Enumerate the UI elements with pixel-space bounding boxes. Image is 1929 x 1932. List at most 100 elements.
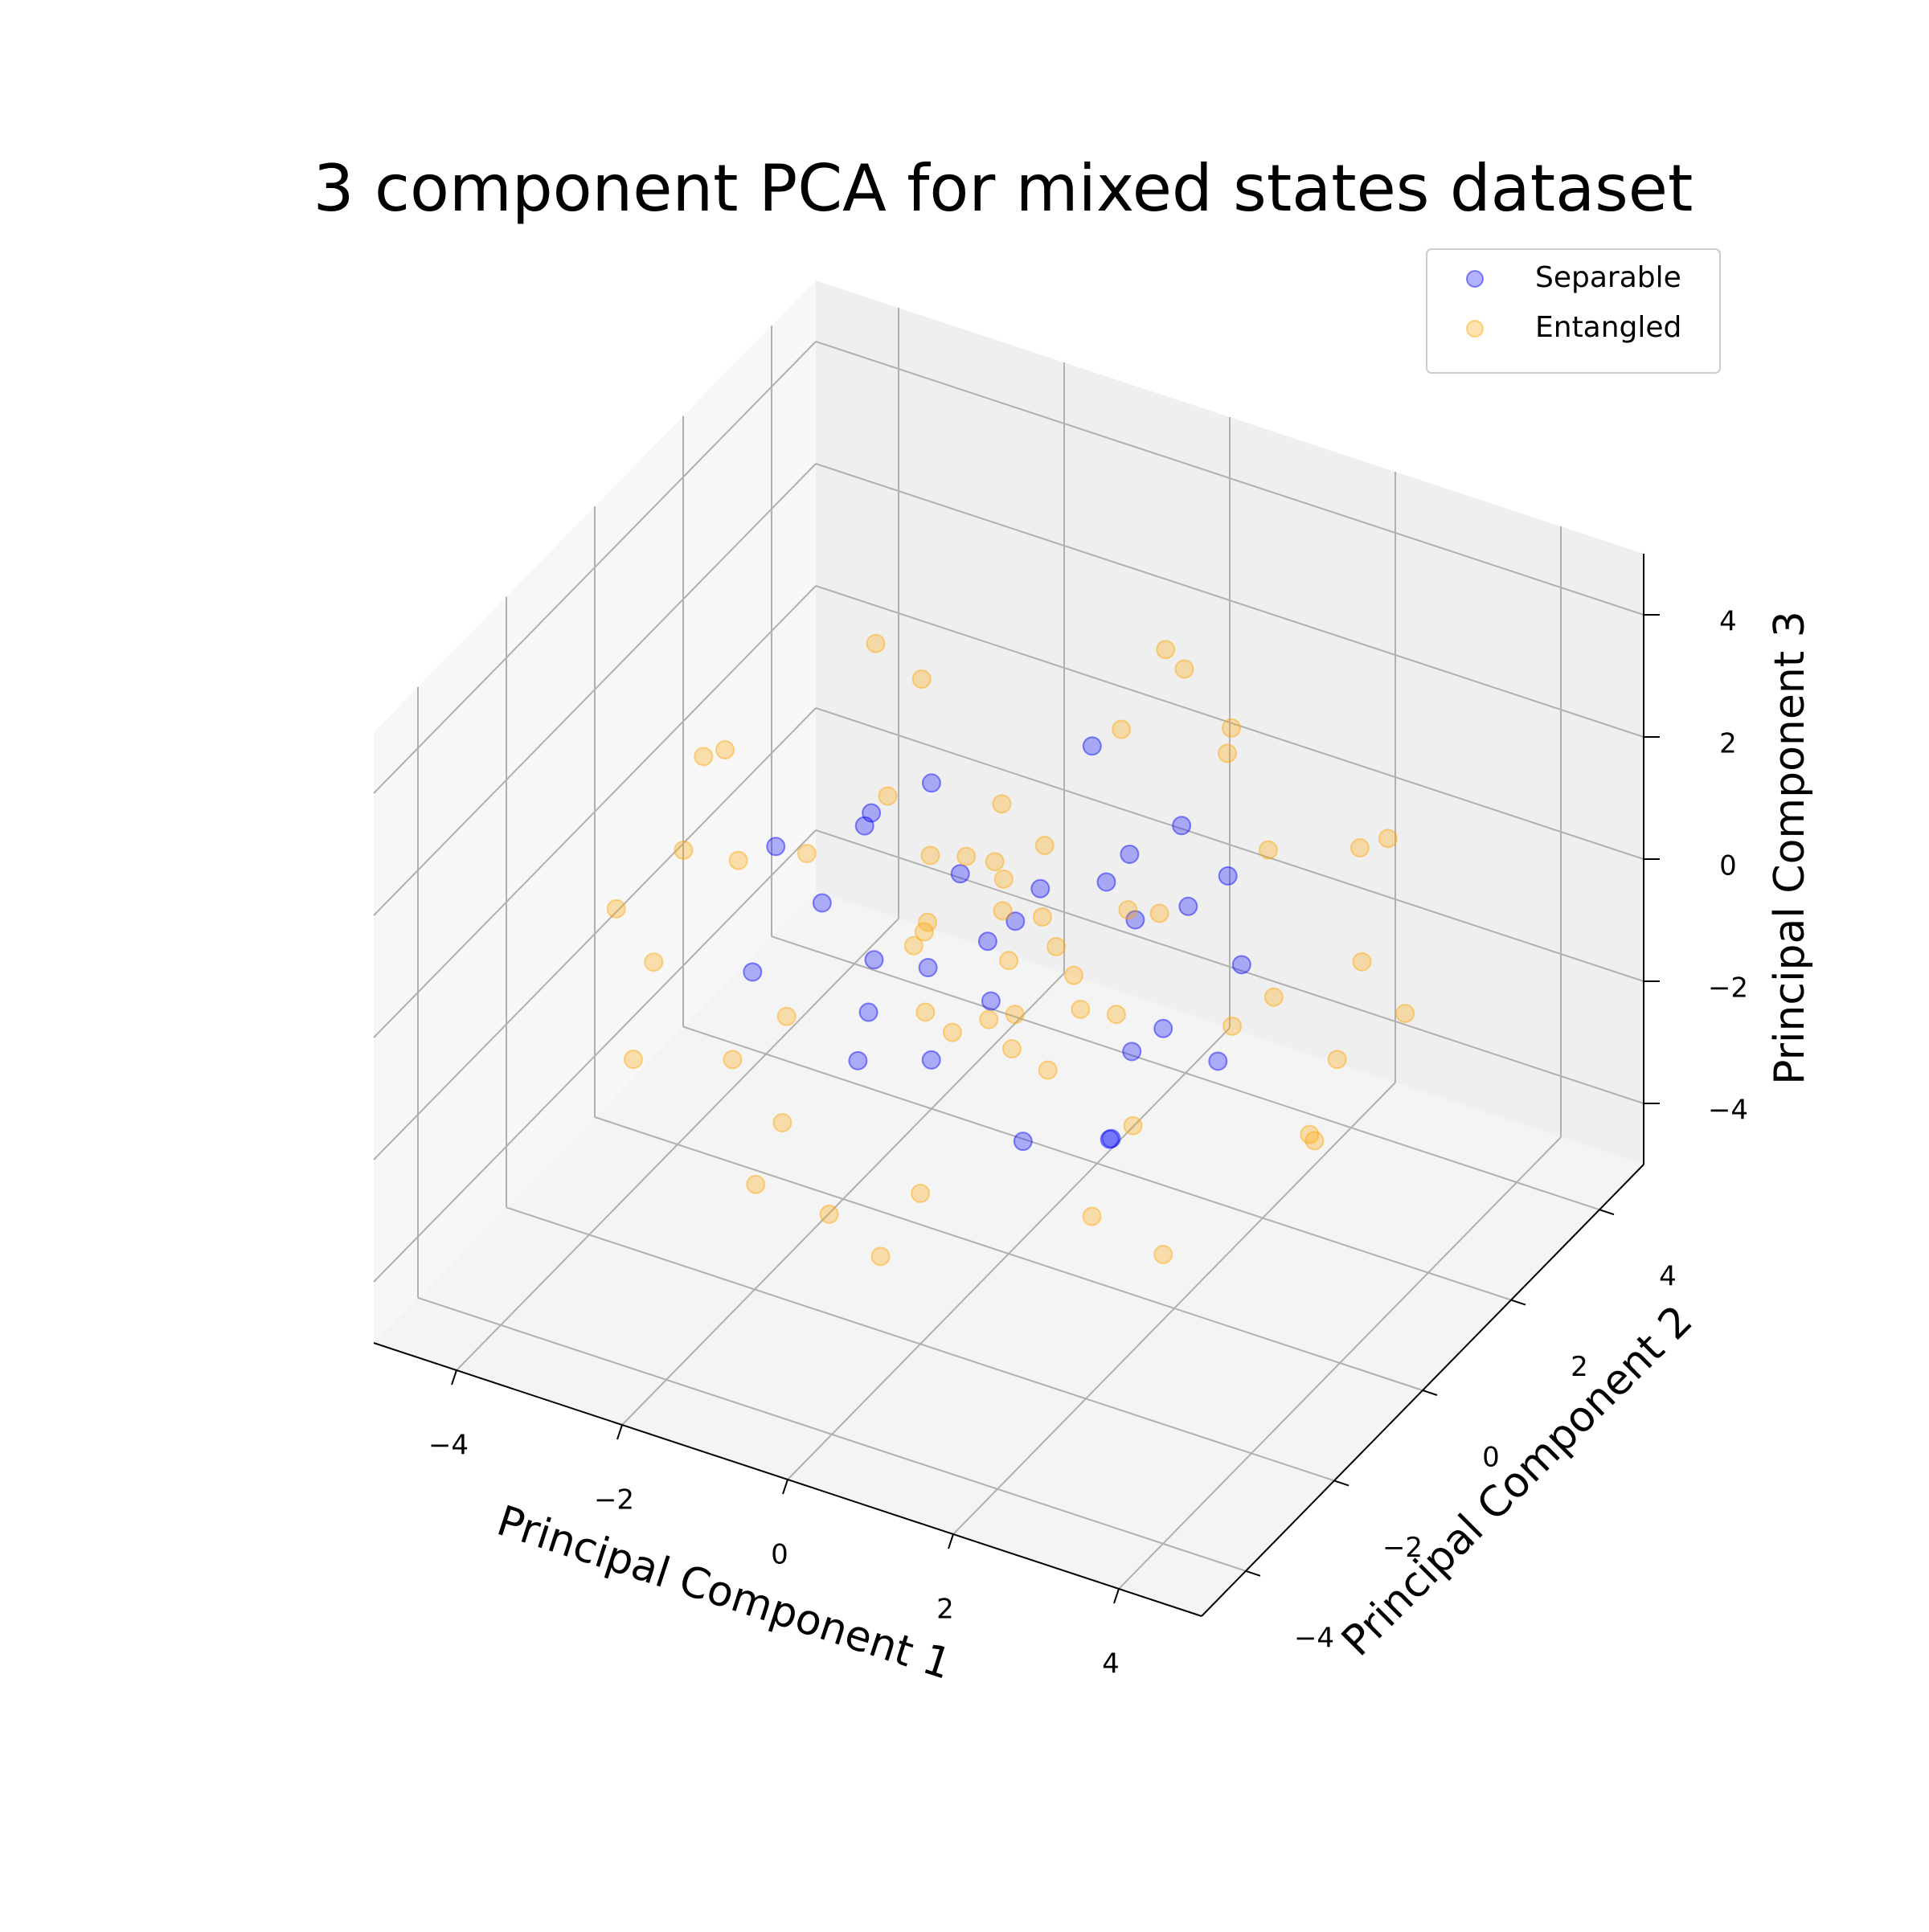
point	[1218, 866, 1238, 886]
point	[1218, 743, 1237, 763]
point	[1064, 965, 1083, 985]
point	[858, 1002, 878, 1022]
point	[1082, 736, 1102, 756]
point	[1304, 1131, 1325, 1151]
point	[921, 1050, 941, 1070]
point	[999, 951, 1018, 971]
x-tick-label: 2	[936, 1594, 954, 1626]
point	[911, 1183, 931, 1203]
point	[1153, 1245, 1173, 1264]
grid-line	[815, 585, 1644, 860]
point	[1174, 659, 1194, 679]
point	[1300, 1124, 1320, 1144]
series-points	[606, 633, 1415, 1267]
point	[1082, 1206, 1102, 1226]
point	[766, 837, 786, 857]
grid-line	[815, 341, 1644, 616]
x-tick	[616, 1424, 623, 1440]
point	[956, 846, 977, 866]
grid-line	[815, 463, 1644, 738]
point	[981, 991, 1001, 1011]
grid-line	[815, 707, 1644, 982]
point	[1101, 1128, 1121, 1148]
x-tick	[1113, 1588, 1120, 1604]
y-tick	[1245, 1570, 1261, 1577]
y-tick-label: −2	[1382, 1532, 1423, 1564]
point	[1395, 1003, 1415, 1023]
point	[1112, 719, 1132, 739]
point	[914, 922, 934, 942]
point	[918, 958, 938, 978]
point	[942, 1022, 962, 1042]
z-tick-label: 2	[1719, 728, 1737, 760]
point	[848, 1050, 868, 1070]
point	[854, 816, 874, 836]
point	[1156, 640, 1176, 660]
y-tick-label: 4	[1659, 1261, 1677, 1293]
point	[878, 786, 898, 806]
point	[979, 1009, 999, 1029]
point	[1118, 900, 1138, 920]
point	[1123, 1115, 1143, 1136]
z-tick-label: 4	[1719, 606, 1737, 638]
point	[812, 893, 832, 913]
point	[1352, 952, 1372, 972]
z-axis-label: Principal Component 3	[1766, 611, 1814, 1085]
x-tick-label: 4	[1102, 1648, 1120, 1680]
point	[1122, 1042, 1142, 1062]
point	[1149, 903, 1169, 923]
point	[1030, 878, 1051, 898]
point	[993, 869, 1014, 889]
legend: Separable Entangled	[1426, 248, 1721, 374]
point	[1153, 1018, 1173, 1038]
point	[723, 1050, 743, 1070]
x-tick-label: −4	[428, 1430, 469, 1462]
point	[1120, 844, 1140, 864]
legend-box	[1426, 248, 1721, 374]
point	[819, 1204, 839, 1224]
point	[1005, 911, 1026, 931]
point	[864, 950, 884, 970]
point	[1178, 896, 1198, 916]
point	[921, 773, 941, 793]
point	[772, 1113, 792, 1132]
point	[1125, 910, 1145, 930]
point	[950, 864, 970, 884]
point	[1038, 1060, 1058, 1080]
point	[1223, 1016, 1242, 1036]
point	[985, 852, 1005, 872]
x-axis-label: Principal Component 1	[491, 1497, 956, 1689]
point	[1005, 1005, 1025, 1025]
grid-line	[373, 463, 817, 916]
grid-line	[373, 829, 817, 1283]
legend-label: Entangled	[1535, 311, 1681, 344]
point	[920, 845, 940, 866]
point	[1378, 829, 1398, 849]
point	[993, 901, 1013, 921]
point	[1046, 936, 1067, 956]
point	[1231, 955, 1251, 975]
grid-line	[771, 935, 1600, 1211]
point	[1327, 1050, 1347, 1070]
grid-line	[506, 1206, 1335, 1482]
point	[911, 669, 932, 690]
point	[866, 633, 886, 653]
z-tick-label: −2	[1708, 972, 1748, 1005]
y-tick	[1333, 1480, 1349, 1487]
grid-line	[417, 1296, 1247, 1572]
point	[674, 840, 694, 860]
point	[644, 952, 664, 972]
point	[715, 739, 735, 759]
y-tick-label: 0	[1482, 1442, 1500, 1474]
y-tick	[1599, 1209, 1615, 1216]
point	[862, 803, 882, 823]
point	[1034, 836, 1055, 855]
y-tick-label: −4	[1294, 1622, 1334, 1654]
chart-title: 3 component PCA for mixed states dataset	[313, 151, 1694, 226]
x-tick-label: 0	[771, 1539, 788, 1571]
point	[1208, 1051, 1228, 1071]
point	[915, 1002, 936, 1022]
grid-line	[373, 341, 817, 794]
z-tick-label: 0	[1719, 850, 1737, 882]
